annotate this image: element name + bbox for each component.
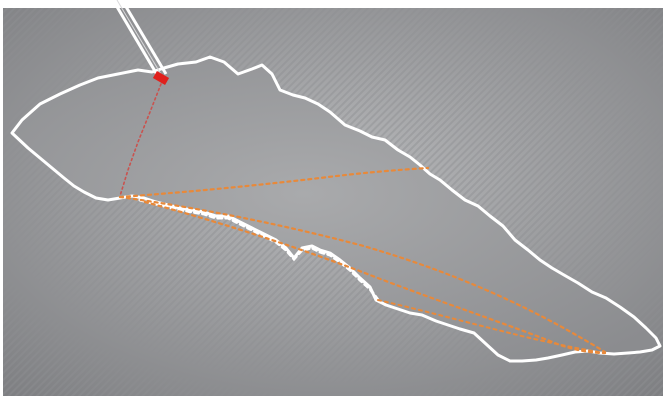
probe-tip bbox=[152, 71, 170, 85]
orange-path-upper bbox=[118, 166, 430, 199]
probe-needle bbox=[111, 0, 168, 79]
probe-needle-line-b bbox=[120, 0, 168, 75]
probe-needle-center bbox=[116, 0, 163, 77]
probe-needle-line-a bbox=[111, 0, 161, 79]
region-outline bbox=[10, 55, 662, 363]
orange-path-lower bbox=[143, 200, 607, 355]
red-dotted-path bbox=[119, 83, 162, 197]
orange-path-middle bbox=[118, 195, 607, 354]
orange-dotted-paths bbox=[118, 166, 607, 355]
